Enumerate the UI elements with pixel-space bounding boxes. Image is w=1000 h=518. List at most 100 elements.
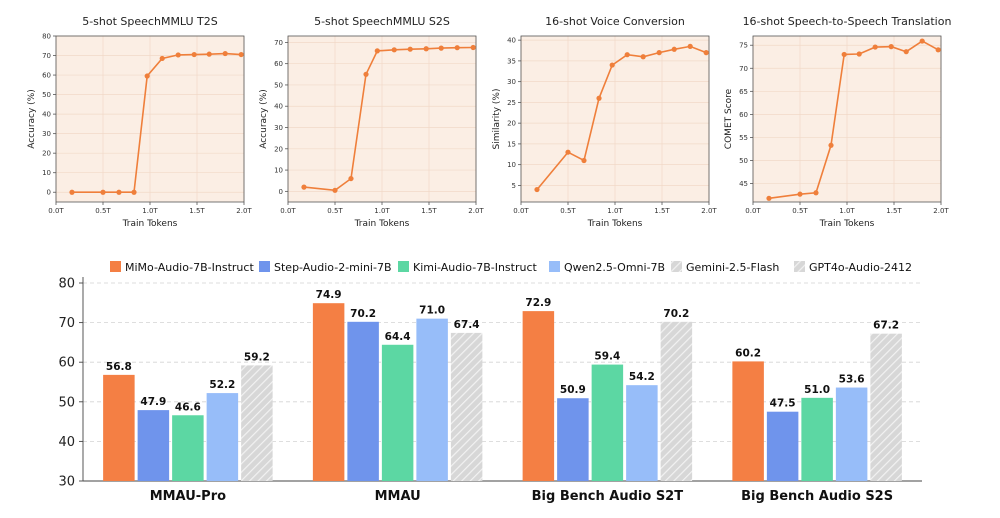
legend-label: GPT4o-Audio-2412	[809, 261, 912, 274]
data-point	[363, 71, 369, 77]
y-tick-label: 60	[739, 111, 748, 119]
data-point	[69, 189, 75, 195]
x-tick-label: 1.0T	[839, 207, 855, 215]
data-point	[100, 189, 106, 195]
data-point	[565, 149, 571, 155]
legend-label: Qwen2.5-Omni-7B	[564, 261, 665, 274]
x-tick-label: 0.5T	[560, 207, 576, 215]
bar-chart: 30 40 50 60 70 80 56.8 47.9 46.6 52.2 59.2 MMAU-Pro…	[58, 261, 922, 504]
bar	[522, 311, 555, 481]
data-point	[206, 51, 212, 57]
x-tick-label: 2.0T	[468, 207, 484, 215]
x-tick-label: 0.5T	[95, 207, 111, 215]
bar	[381, 344, 414, 481]
bar-value-label: 70.2	[350, 308, 376, 320]
data-point	[841, 51, 847, 58]
legend-entry: GPT4o-Audio-2412	[794, 261, 912, 274]
x-tick-label: 1.5T	[189, 207, 205, 215]
x-tick-label: 1.0T	[374, 207, 390, 215]
bar-value-label: 72.9	[525, 297, 551, 309]
data-point	[423, 46, 429, 52]
y-tick-label: 80	[58, 277, 75, 292]
y-tick-label: 70	[42, 52, 51, 60]
y-tick-label: 80	[42, 33, 51, 41]
data-point	[238, 51, 244, 58]
data-point	[624, 52, 630, 58]
data-point	[609, 62, 615, 68]
data-point	[348, 175, 354, 182]
data-point	[671, 46, 677, 52]
x-tick-label: 2.0T	[701, 207, 717, 215]
bar-value-label: 54.2	[629, 371, 655, 383]
y-tick-label: 70	[274, 39, 283, 47]
x-tick-label: 0.5T	[792, 207, 808, 215]
bar	[312, 303, 345, 481]
bar-value-label: 53.6	[839, 374, 865, 386]
bar	[347, 321, 379, 481]
y-tick-label: 60	[42, 72, 51, 80]
data-point	[301, 184, 307, 190]
y-tick-label: 65	[739, 88, 748, 96]
y-tick-label: 25	[507, 99, 516, 107]
y-tick-label: 50	[58, 395, 75, 410]
y-tick-label: 10	[274, 167, 283, 175]
bar	[137, 410, 170, 481]
bar-value-label: 56.8	[106, 361, 132, 373]
legend-swatch	[671, 261, 682, 272]
bar-value-label: 60.2	[735, 347, 761, 359]
y-tick-label: 75	[739, 42, 748, 50]
x-axis-label: Train Tokens	[354, 219, 410, 229]
data-point	[144, 73, 150, 79]
legend-swatch	[794, 261, 805, 272]
legend-swatch	[549, 261, 560, 272]
data-point	[703, 50, 709, 56]
data-point	[872, 44, 878, 50]
bar	[626, 385, 658, 481]
y-tick-label: 20	[42, 150, 51, 158]
plot-title: 5-shot SpeechMMLU T2S	[82, 15, 218, 28]
data-point	[640, 54, 646, 60]
category-label: MMAU-Pro	[150, 489, 226, 504]
data-point	[407, 46, 413, 52]
legend-entry: MiMo-Audio-7B-Instruct	[110, 261, 254, 274]
y-tick-label: 0	[47, 189, 51, 197]
x-axis-label: Train Tokens	[122, 219, 178, 229]
category-label: Big Bench Audio S2T	[532, 489, 684, 504]
legend-label: Kimi-Audio-7B-Instruct	[413, 261, 538, 274]
data-point	[332, 187, 338, 193]
y-tick-label: 20	[507, 120, 516, 128]
x-tick-label: 0.0T	[745, 207, 761, 215]
data-point	[116, 189, 122, 195]
y-tick-label: 40	[58, 435, 75, 450]
y-axis-label: COMET Score	[724, 88, 734, 149]
bar	[591, 364, 624, 481]
legend-label: Gemini-2.5-Flash	[686, 261, 779, 274]
x-tick-label: 0.0T	[280, 207, 296, 215]
data-point	[828, 142, 834, 148]
x-tick-label: 2.0T	[933, 207, 949, 215]
plot-title: 5-shot SpeechMMLU S2S	[314, 15, 450, 28]
bar	[660, 321, 693, 481]
data-point	[766, 195, 772, 201]
bar-value-label: 74.9	[316, 289, 342, 301]
y-tick-label: 60	[58, 356, 75, 371]
bar	[835, 387, 868, 481]
bar-value-label: 50.9	[560, 384, 586, 396]
bar	[870, 333, 902, 481]
line-plot-2: 0 10 20 30 40 50 60 70 0.0T 0.5T 1.0T 1.5T 2.0T 5-sho…	[259, 15, 484, 229]
line-plot-1: 0 10 20 30 40 50 60 70 80 0.0T 0.5T 1.0T 1.5T 2.0T 5-s…	[27, 15, 252, 229]
y-tick-label: 15	[507, 140, 516, 148]
x-tick-label: 2.0T	[236, 207, 252, 215]
data-point	[131, 189, 137, 195]
y-tick-label: 30	[58, 475, 75, 490]
x-tick-label: 0.0T	[48, 207, 64, 215]
data-point	[856, 51, 862, 57]
bar	[766, 411, 799, 481]
category-label: Big Bench Audio S2S	[741, 489, 893, 504]
y-tick-label: 50	[739, 157, 748, 165]
data-point	[903, 49, 909, 55]
x-axis-label: Train Tokens	[819, 219, 875, 229]
y-axis-label: Accuracy (%)	[259, 89, 269, 149]
bar-value-label: 47.9	[140, 396, 166, 408]
